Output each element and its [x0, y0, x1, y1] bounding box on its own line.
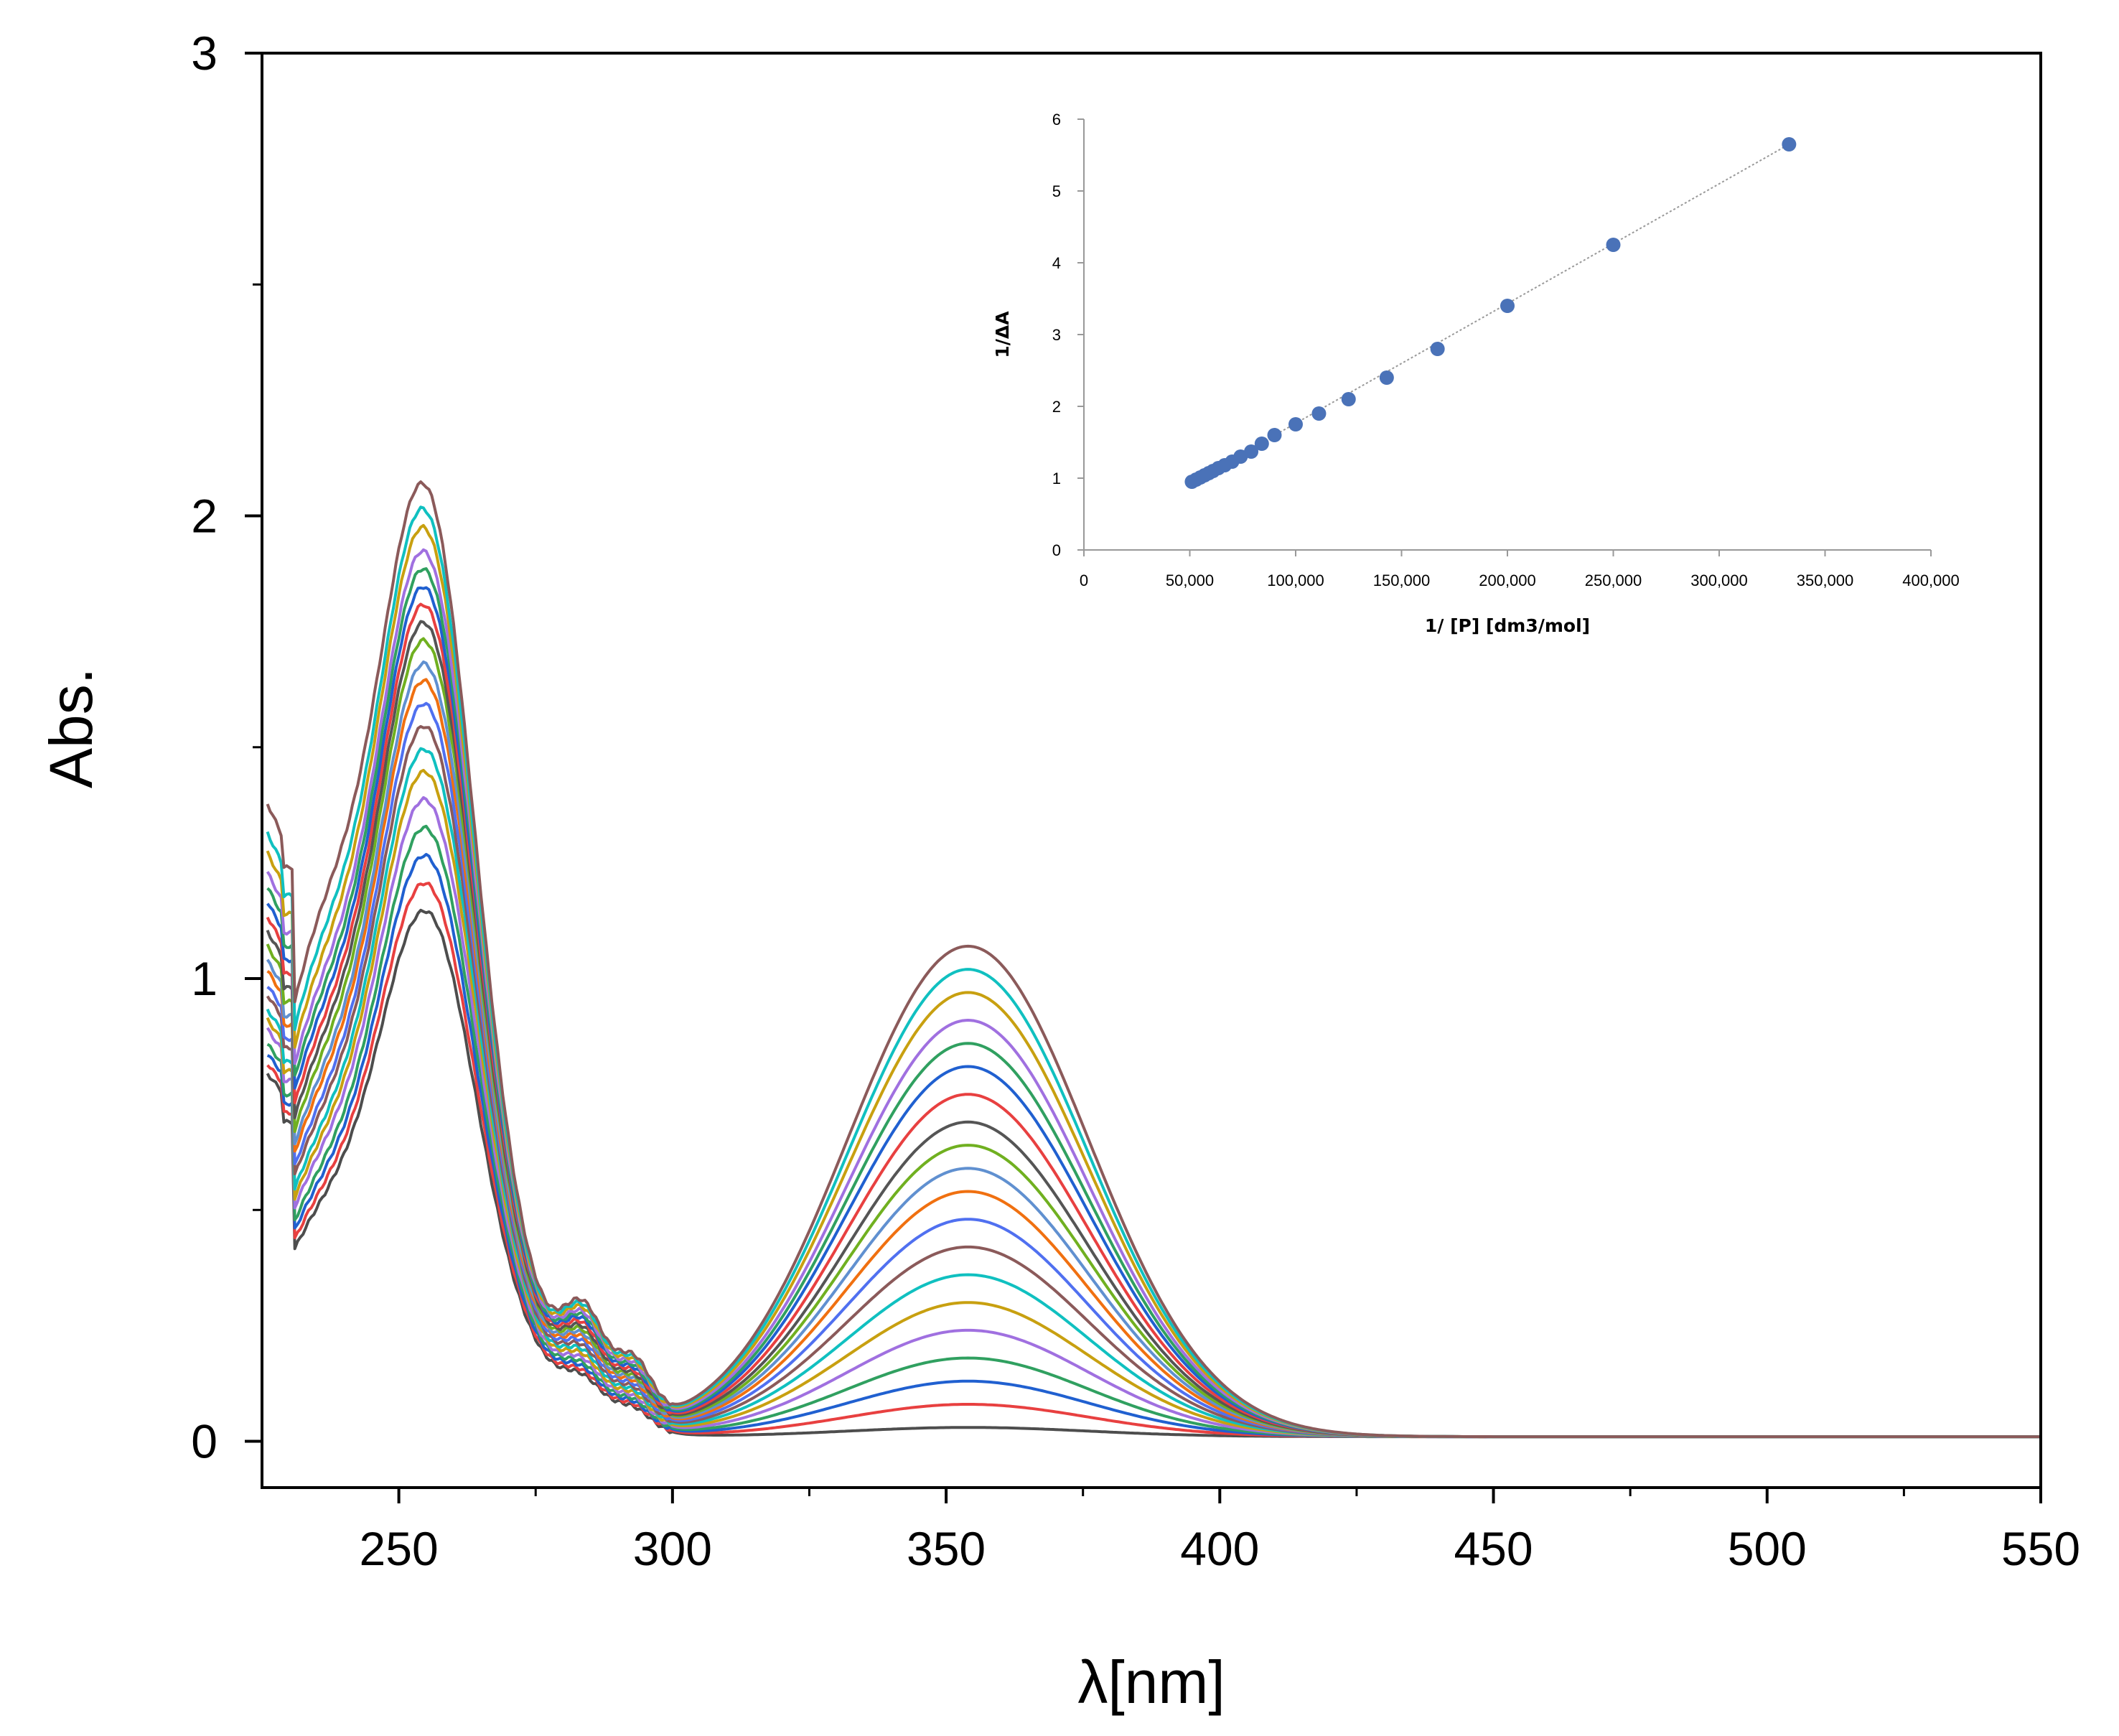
main-y-tick-label: 3	[191, 27, 217, 80]
inset-points-group	[1184, 137, 1797, 489]
spectrum-line	[266, 908, 2041, 1439]
main-x-tick-label: 500	[1728, 1522, 1807, 1575]
main-spectra-group	[266, 480, 2041, 1439]
main-x-tick-label: 450	[1454, 1522, 1533, 1575]
inset-x-tick-label: 300,000	[1690, 571, 1748, 589]
inset-x-tick-label: 150,000	[1373, 571, 1431, 589]
inset-y-tick-label: 3	[1052, 326, 1061, 344]
spectrum-line	[266, 480, 2041, 1439]
main-x-tick-label: 350	[907, 1522, 986, 1575]
main-y-tick-label: 2	[191, 490, 217, 543]
main-y-tick-label: 0	[191, 1415, 217, 1468]
inset-data-point	[1288, 417, 1303, 431]
inset-data-point	[1267, 428, 1282, 442]
spectrum-line	[266, 824, 2041, 1439]
inset-x-tick-label: 350,000	[1797, 571, 1854, 589]
inset-x-tick-label: 50,000	[1166, 571, 1214, 589]
inset-y-tick-label: 0	[1052, 541, 1061, 559]
inset-y-tick-label: 5	[1052, 182, 1061, 200]
inset-data-point	[1244, 444, 1259, 459]
inset-data-point	[1254, 437, 1269, 451]
inset-data-point	[1311, 406, 1327, 421]
main-x-tick-label: 300	[633, 1522, 712, 1575]
inset-data-point	[1379, 370, 1394, 385]
inset-y-tick-label: 1	[1052, 470, 1061, 487]
inset-data-point	[1430, 342, 1445, 356]
main-x-axis-title: λ[nm]	[1077, 1648, 1225, 1716]
inset-y-tick-label: 2	[1052, 398, 1061, 416]
main-x-tick-label: 400	[1180, 1522, 1259, 1575]
main-x-tick-label: 550	[2001, 1522, 2080, 1575]
inset-chart: 0 50,000 100,000 150,000 200,000 250,000 300,0…	[992, 111, 1960, 636]
inset-y-axis-title: 1/ΔA	[992, 311, 1013, 358]
inset-y-tick-label: 6	[1052, 111, 1061, 129]
inset-x-tick-label: 200,000	[1479, 571, 1536, 589]
inset-x-tick-label: 0	[1080, 571, 1088, 589]
main-plot-frame	[261, 52, 2042, 1489]
inset-data-point	[1606, 238, 1621, 252]
inset-data-point	[1341, 392, 1356, 406]
main-y-axis-title: Abs.	[37, 668, 105, 788]
inset-x-tick-label: 100,000	[1267, 571, 1324, 589]
inset-x-tick-label: 250,000	[1585, 571, 1642, 589]
inset-x-axis-title: 1/ [P] [dm3/mol]	[1425, 615, 1590, 636]
inset-x-tick-label: 400,000	[1902, 571, 1960, 589]
inset-data-point	[1500, 299, 1515, 313]
main-x-tick-label: 250	[360, 1522, 439, 1575]
inset-y-tick-label: 4	[1052, 254, 1061, 272]
inset-ticks-group: 0 50,000 100,000 150,000 200,000 250,000 300,0…	[1052, 111, 1960, 589]
inset-data-point	[1782, 137, 1797, 151]
main-y-tick-label: 1	[191, 952, 217, 1005]
inset-trendline	[1189, 144, 1790, 484]
